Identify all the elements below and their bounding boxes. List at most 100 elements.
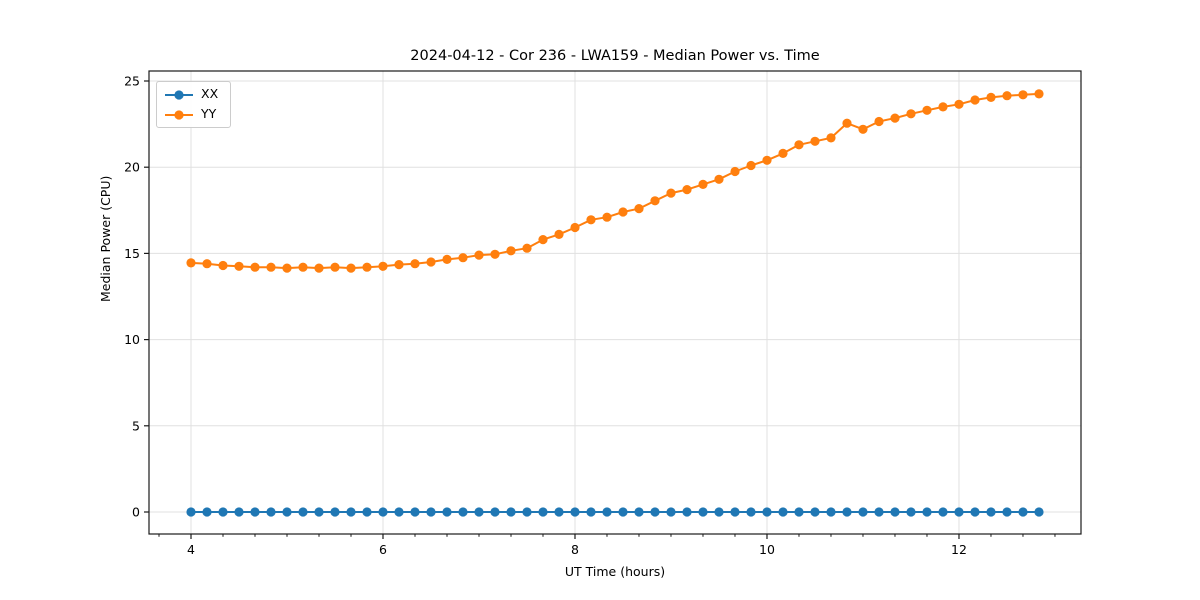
series-yy-marker xyxy=(266,262,276,272)
x-tick-label-6: 6 xyxy=(379,542,387,557)
series-yy-marker xyxy=(810,136,820,146)
series-yy-marker xyxy=(714,174,724,184)
series-xx-marker xyxy=(410,507,420,517)
series-yy-marker xyxy=(682,185,692,195)
series-yy-marker xyxy=(586,215,596,225)
series-yy-marker xyxy=(282,263,292,273)
series-xx-marker xyxy=(970,507,980,517)
series-xx-marker xyxy=(266,507,276,517)
series-xx-marker xyxy=(458,507,468,517)
series-yy-marker xyxy=(314,263,324,273)
series-yy-marker xyxy=(458,253,468,263)
legend-label-yy: YY xyxy=(201,106,217,122)
series-yy-marker xyxy=(922,105,932,115)
series-xx-marker xyxy=(570,507,580,517)
series-xx-marker xyxy=(298,507,308,517)
series-xx-marker xyxy=(618,507,628,517)
legend-item-yy: YY xyxy=(164,107,218,122)
legend-swatch-yy xyxy=(165,109,193,120)
x-tick-label-4: 4 xyxy=(187,542,195,557)
y-tick-label-25: 25 xyxy=(124,73,140,88)
legend-swatch-xx xyxy=(165,89,193,100)
series-yy-marker xyxy=(890,113,900,123)
series-xx-marker xyxy=(202,507,212,517)
series-yy-marker xyxy=(474,250,484,260)
series-xx-marker xyxy=(666,507,676,517)
series-xx-marker xyxy=(250,507,260,517)
x-tick-label-8: 8 xyxy=(571,542,579,557)
series-xx-marker xyxy=(474,507,484,517)
series-yy-marker xyxy=(346,263,356,273)
series-yy-marker xyxy=(730,166,740,177)
legend-item-xx: XX xyxy=(164,87,218,102)
series-xx-marker xyxy=(762,507,772,517)
x-tick-label-12: 12 xyxy=(951,542,967,557)
legend-label-xx: XX xyxy=(201,86,219,102)
series-xx-marker xyxy=(682,507,692,517)
x-axis-label: UT Time (hours) xyxy=(564,564,666,579)
series-xx-marker xyxy=(442,507,452,517)
legend: XX YY xyxy=(156,81,232,128)
series-yy-marker xyxy=(378,261,388,271)
series-xx-marker xyxy=(218,507,228,517)
series-yy-marker xyxy=(634,204,644,214)
series-xx-marker xyxy=(362,507,372,517)
series-yy-marker xyxy=(330,262,340,272)
series-xx-marker xyxy=(330,507,340,517)
series-yy-marker xyxy=(186,258,196,268)
chart-title: 2024-04-12 - Cor 236 - LWA159 - Median P… xyxy=(410,48,820,64)
series-xx-marker xyxy=(1034,507,1044,517)
series-xx-marker xyxy=(714,507,724,517)
series-xx-marker xyxy=(874,507,884,517)
series-xx-marker xyxy=(794,507,804,517)
series-yy-marker xyxy=(234,261,244,271)
series-yy-marker xyxy=(506,246,516,256)
series-yy-marker xyxy=(250,262,260,272)
series-xx-marker xyxy=(634,507,644,517)
series-xx-marker xyxy=(698,507,708,517)
series-yy-marker xyxy=(906,109,916,119)
x-tick-label-10: 10 xyxy=(759,542,775,557)
series-yy-marker xyxy=(426,257,436,267)
series-yy-marker xyxy=(650,196,660,206)
y-tick-label-10: 10 xyxy=(124,332,140,347)
series-yy-marker xyxy=(794,140,804,150)
series-xx-marker xyxy=(906,507,916,517)
series-xx-marker xyxy=(282,507,292,517)
series-yy-marker xyxy=(522,243,532,253)
series-yy-marker xyxy=(394,260,404,270)
y-tick-label-20: 20 xyxy=(124,160,140,175)
series-yy-marker xyxy=(970,95,980,105)
series-xx-marker xyxy=(602,507,612,517)
series-xx-marker xyxy=(1002,507,1012,517)
series-yy-marker xyxy=(874,116,884,127)
series-yy-marker xyxy=(842,118,852,128)
series-yy-marker xyxy=(762,155,772,165)
series-xx-marker xyxy=(826,507,836,517)
series-yy-marker xyxy=(698,179,708,189)
y-tick-label-0: 0 xyxy=(132,505,140,520)
series-yy-marker xyxy=(202,259,212,269)
series-xx-marker xyxy=(538,507,548,517)
series-xx-marker xyxy=(522,507,532,517)
series-yy-marker xyxy=(938,102,948,112)
series-yy-marker xyxy=(218,260,228,271)
series-yy-marker xyxy=(666,188,676,198)
y-tick-label-15: 15 xyxy=(124,246,140,261)
series-yy-marker xyxy=(618,207,628,217)
series-yy-marker xyxy=(442,254,452,264)
series-yy-marker xyxy=(858,124,868,134)
series-xx-marker xyxy=(506,507,516,517)
series-xx-marker xyxy=(778,507,788,517)
series-yy-marker xyxy=(298,262,308,272)
series-yy-marker xyxy=(1002,91,1012,101)
series-xx-marker xyxy=(650,507,660,517)
series-yy-marker xyxy=(1018,90,1028,100)
series-xx-marker xyxy=(490,507,500,517)
series-xx-marker xyxy=(586,507,596,517)
series-yy-marker xyxy=(986,92,996,102)
series-xx-marker xyxy=(186,507,196,517)
series-xx-marker xyxy=(986,507,996,517)
series-xx-marker xyxy=(314,507,324,517)
